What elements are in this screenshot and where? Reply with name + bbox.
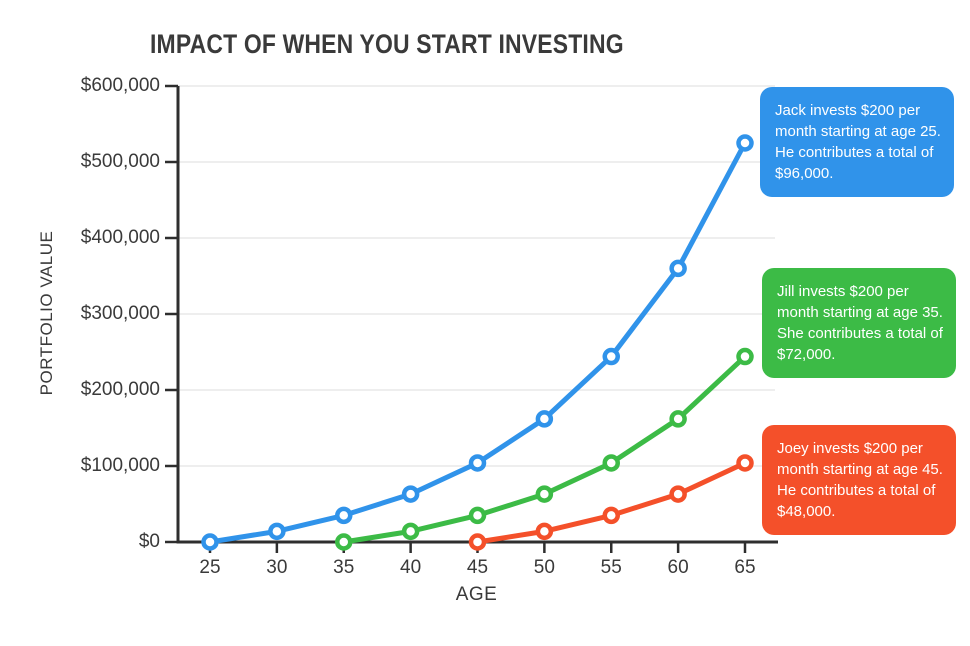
annotation-jack: Jack invests $200 per month starting at … — [760, 87, 954, 197]
annotation-joey: Joey invests $200 per month starting at … — [762, 425, 956, 535]
data-point-jill — [401, 522, 420, 541]
data-point-jill — [602, 454, 620, 472]
data-point-jill — [669, 410, 687, 428]
data-point-jack — [268, 522, 286, 541]
annotation-jill: Jill invests $200 per month starting at … — [762, 268, 956, 378]
data-point-jack — [468, 454, 487, 472]
data-point-jack — [201, 533, 219, 551]
series-line-jill — [341, 354, 748, 545]
data-point-joey — [602, 506, 620, 525]
data-point-jill — [335, 533, 353, 551]
x-axis-label: AGE — [455, 584, 498, 605]
data-point-jack — [401, 485, 420, 503]
data-point-jack — [669, 259, 687, 278]
data-point-jack — [602, 347, 620, 366]
series-line-jack — [207, 140, 748, 545]
chart-title: IMPACT OF WHEN YOU START INVESTING — [150, 29, 624, 59]
data-point-joey — [736, 454, 754, 472]
data-point-jill — [736, 347, 754, 366]
data-point-joey — [535, 522, 554, 541]
data-point-jack — [535, 410, 554, 428]
data-point-joey — [468, 533, 487, 551]
data-point-jack — [335, 506, 353, 525]
data-point-jill — [468, 506, 487, 525]
data-point-jack — [736, 134, 754, 152]
data-point-jill — [535, 485, 554, 503]
data-point-joey — [669, 485, 687, 503]
